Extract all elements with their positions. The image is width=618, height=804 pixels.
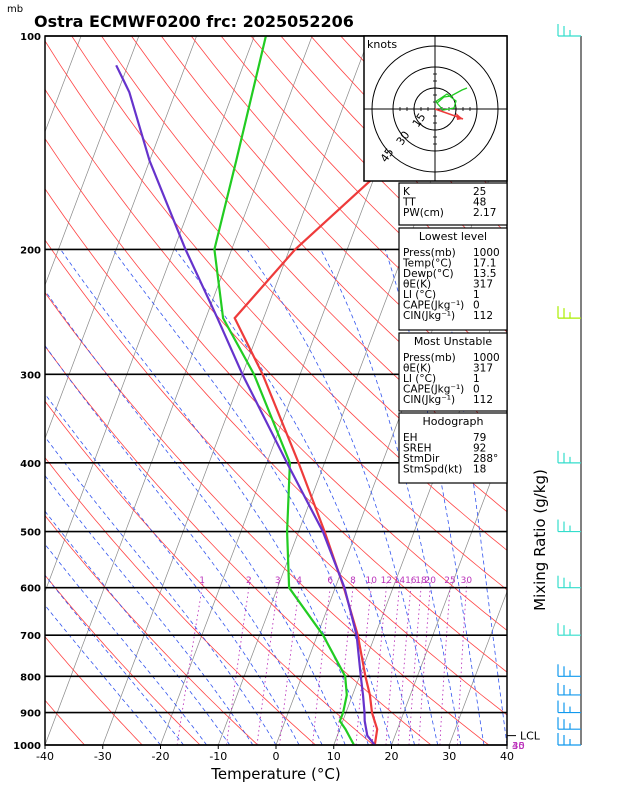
y-tick-label: 200 [20, 245, 41, 256]
x-tick-label: 10 [327, 750, 341, 763]
most-unstable-panel-label: CIN(Jkg⁻¹) [403, 394, 455, 406]
lcl-label: LCL [520, 730, 541, 743]
hodograph-stats-panel-value: 18 [473, 464, 486, 476]
x-tick-label: 20 [385, 750, 399, 763]
y-tick-label: 600 [20, 584, 41, 595]
lowest-level-panel-header: Lowest level [419, 230, 487, 243]
y-tick-label: 500 [20, 528, 41, 539]
y-tick-label: 300 [20, 370, 41, 381]
page-title: Ostra ECMWF0200 frc: 2025052206 [34, 12, 354, 31]
mixing-ratio-label: 30 [461, 576, 473, 586]
y-tick-label: 700 [20, 631, 41, 642]
mixing-ratio-label: 3 [275, 576, 281, 586]
lowest-level-panel: Lowest levelPress(mb)1000Temp(°C)17.1Dew… [399, 228, 507, 330]
mixing-ratio-axis-title: Mixing Ratio (g/kg) [531, 469, 549, 611]
mixing-ratio-label: 2 [246, 576, 252, 586]
mixing-ratio-label: 25 [444, 576, 455, 586]
pressure-unit-label: mb [7, 4, 23, 15]
x-tick-label: 0 [273, 750, 280, 763]
x-tick-label: 30 [442, 750, 456, 763]
y-tick-label: 400 [20, 459, 41, 470]
mixing-ratio-label: 6 [327, 576, 333, 586]
x-tick-label: 40 [500, 750, 514, 763]
mixing-ratio-label: 1 [199, 576, 205, 586]
most-unstable-panel-header: Most Unstable [414, 335, 493, 348]
y-tick-label: 800 [20, 672, 41, 683]
y-tick-label: 1000 [13, 741, 41, 752]
mixing-ratio-label: 4 [296, 576, 302, 586]
hodograph-unit-label: knots [367, 38, 397, 51]
indices-panel-label: PW(cm) [403, 207, 444, 219]
x-axis-title: Temperature (°C) [210, 765, 340, 783]
lowest-level-panel-value: 112 [473, 310, 493, 322]
mixing-ratio-label: 8 [350, 576, 356, 586]
most-unstable-panel-value: 112 [473, 394, 493, 406]
x-tick-label: -30 [94, 750, 112, 763]
mixing-ratio-label: 12 [381, 576, 392, 586]
lowest-level-panel-label: CIN(Jkg⁻¹) [403, 310, 455, 322]
hodograph-stats-panel-label: StmSpd(kt) [403, 464, 462, 476]
hodograph-stats-panel-header: Hodograph [423, 415, 484, 428]
mixing-ratio-label: 20 [424, 576, 436, 586]
indices-panel-value: 2.17 [473, 207, 496, 219]
mixing-ratio-label: 14 [394, 576, 406, 586]
x-tick-label: -20 [152, 750, 170, 763]
y-tick-label: 900 [20, 709, 41, 720]
x-tick-label: -10 [209, 750, 227, 763]
y-tick-label: 100 [20, 32, 41, 43]
mixing-ratio-label: 10 [365, 576, 377, 586]
